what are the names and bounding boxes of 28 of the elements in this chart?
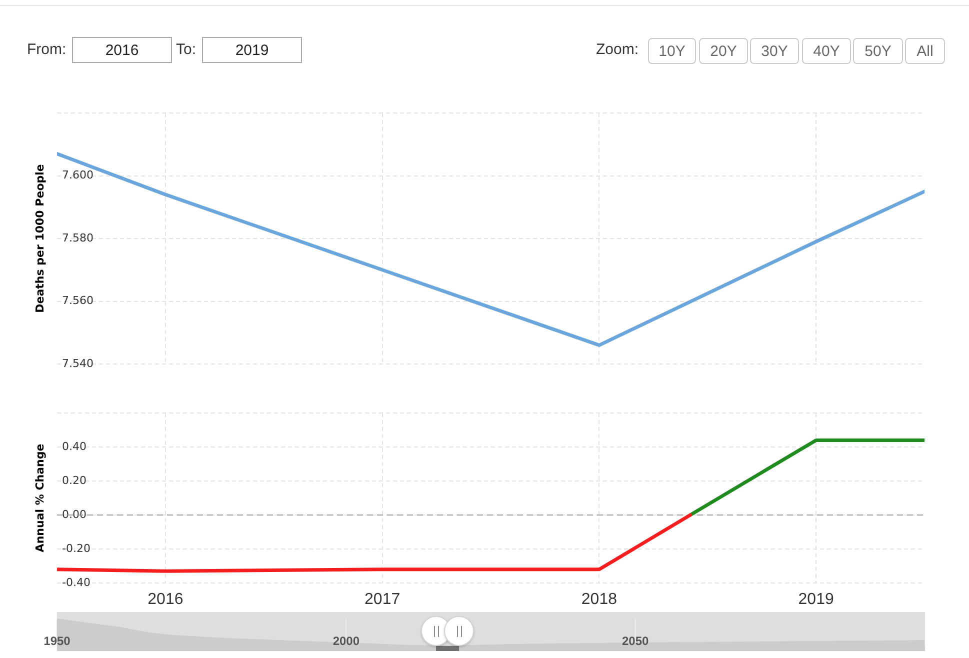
y-tick-label: 0.40 <box>62 440 86 453</box>
x-tick-label: 2016 <box>148 591 184 608</box>
y-tick-label: -0.20 <box>62 542 90 555</box>
y-axis-title: Deaths per 1000 People <box>33 164 46 313</box>
text-field: 2019 <box>202 37 302 63</box>
text-field: 2016 <box>72 37 172 63</box>
zoom-button: 50Y <box>853 38 903 64</box>
y-tick-label: 7.580 <box>62 231 94 244</box>
x-tick-label: 1950 <box>44 634 71 648</box>
zoom-button: 10Y <box>648 38 696 64</box>
y-tick-label: 7.560 <box>62 294 94 308</box>
y-tick-label: -0.40 <box>62 576 90 589</box>
y-axis-title: Annual % Change <box>33 444 46 552</box>
x-tick-label: 2017 <box>364 591 400 608</box>
x-tick-label: 2050 <box>622 634 650 648</box>
zoom-button: 20Y <box>699 38 748 64</box>
zoom-button: 30Y <box>750 38 799 64</box>
text: Zoom: <box>596 40 639 60</box>
x-tick-label: 2019 <box>798 591 834 608</box>
x-tick-label: 2000 <box>332 634 360 648</box>
text: To: <box>176 40 196 60</box>
x-tick-label: 2018 <box>581 591 618 608</box>
text: From: <box>27 40 66 60</box>
zoom-button: All <box>905 38 945 64</box>
y-tick-label: 7.600 <box>62 168 94 182</box>
zoom-button: 40Y <box>802 38 851 64</box>
y-tick-label: 0.20 <box>62 474 86 487</box>
y-tick-label: 7.540 <box>62 356 94 370</box>
